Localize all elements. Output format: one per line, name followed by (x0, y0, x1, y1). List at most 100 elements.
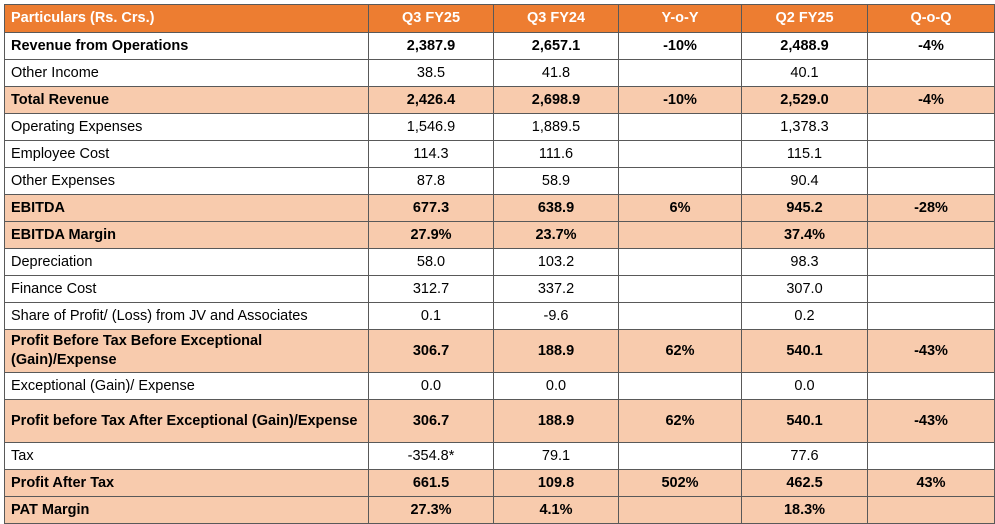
table-row: Operating Expenses 1,546.9 1,889.5 1,378… (4, 113, 995, 141)
cell-q3fy24: 1,889.5 (493, 113, 619, 141)
table-row: Profit before Tax After Exceptional (Gai… (4, 399, 995, 443)
cell-q3fy25: 0.0 (368, 372, 494, 400)
cell-yoy: 62% (618, 329, 742, 373)
cell-q3fy24: 103.2 (493, 248, 619, 276)
header-q3fy24: Q3 FY24 (493, 4, 619, 33)
table-row: Other Income 38.5 41.8 40.1 (4, 59, 995, 87)
table-row: Finance Cost 312.7 337.2 307.0 (4, 275, 995, 303)
cell-yoy (618, 167, 742, 195)
row-label: Operating Expenses (4, 113, 369, 141)
row-label: Finance Cost (4, 275, 369, 303)
cell-yoy (618, 140, 742, 168)
row-label: Tax (4, 442, 369, 470)
cell-q3fy24: 4.1% (493, 496, 619, 524)
cell-q3fy25: 58.0 (368, 248, 494, 276)
cell-q3fy25: 661.5 (368, 469, 494, 497)
cell-yoy: 502% (618, 469, 742, 497)
row-label: Employee Cost (4, 140, 369, 168)
table-row: Profit Before Tax Before Exceptional (Ga… (4, 329, 995, 373)
cell-q3fy24: 23.7% (493, 221, 619, 249)
row-label: Other Expenses (4, 167, 369, 195)
cell-q2fy25: 2,529.0 (741, 86, 868, 114)
row-label: Total Revenue (4, 86, 369, 114)
cell-q2fy25: 40.1 (741, 59, 868, 87)
table-row: Employee Cost 114.3 111.6 115.1 (4, 140, 995, 168)
cell-qoq (867, 113, 995, 141)
cell-yoy (618, 113, 742, 141)
cell-yoy: -10% (618, 86, 742, 114)
cell-yoy (618, 372, 742, 400)
header-row: Particulars (Rs. Crs.) Q3 FY25 Q3 FY24 Y… (4, 4, 995, 33)
row-label: Share of Profit/ (Loss) from JV and Asso… (4, 302, 369, 330)
cell-q3fy25: 306.7 (368, 329, 494, 373)
cell-yoy (618, 221, 742, 249)
header-q3fy25: Q3 FY25 (368, 4, 494, 33)
cell-q3fy25: 27.9% (368, 221, 494, 249)
cell-q3fy25: 27.3% (368, 496, 494, 524)
cell-q3fy24: 58.9 (493, 167, 619, 195)
cell-q3fy25: 677.3 (368, 194, 494, 222)
cell-qoq (867, 248, 995, 276)
header-q2fy25: Q2 FY25 (741, 4, 868, 33)
cell-q2fy25: 0.0 (741, 372, 868, 400)
table-row: PAT Margin 27.3% 4.1% 18.3% (4, 496, 995, 524)
cell-yoy (618, 302, 742, 330)
cell-q3fy24: 109.8 (493, 469, 619, 497)
cell-q3fy24: 2,657.1 (493, 32, 619, 60)
row-label: Depreciation (4, 248, 369, 276)
cell-q3fy24: 188.9 (493, 399, 619, 443)
cell-qoq (867, 372, 995, 400)
row-label: Other Income (4, 59, 369, 87)
cell-q3fy24: -9.6 (493, 302, 619, 330)
table-row: Tax -354.8* 79.1 77.6 (4, 442, 995, 470)
row-label: PAT Margin (4, 496, 369, 524)
cell-qoq: -43% (867, 329, 995, 373)
table-row: Other Expenses 87.8 58.9 90.4 (4, 167, 995, 195)
cell-q2fy25: 540.1 (741, 329, 868, 373)
cell-yoy: 6% (618, 194, 742, 222)
cell-q3fy25: -354.8* (368, 442, 494, 470)
row-label: Exceptional (Gain)/ Expense (4, 372, 369, 400)
cell-q3fy25: 306.7 (368, 399, 494, 443)
cell-q2fy25: 18.3% (741, 496, 868, 524)
cell-qoq: -4% (867, 32, 995, 60)
cell-yoy (618, 59, 742, 87)
cell-q2fy25: 98.3 (741, 248, 868, 276)
cell-yoy (618, 275, 742, 303)
row-label: Revenue from Operations (4, 32, 369, 60)
cell-yoy: -10% (618, 32, 742, 60)
cell-q3fy25: 114.3 (368, 140, 494, 168)
cell-q3fy24: 638.9 (493, 194, 619, 222)
cell-qoq (867, 59, 995, 87)
cell-qoq: 43% (867, 469, 995, 497)
cell-q3fy25: 2,426.4 (368, 86, 494, 114)
cell-qoq (867, 275, 995, 303)
cell-q2fy25: 540.1 (741, 399, 868, 443)
cell-qoq (867, 302, 995, 330)
cell-q3fy24: 0.0 (493, 372, 619, 400)
cell-yoy: 62% (618, 399, 742, 443)
cell-q3fy25: 0.1 (368, 302, 494, 330)
row-label: Profit After Tax (4, 469, 369, 497)
cell-qoq: -43% (867, 399, 995, 443)
cell-q3fy24: 188.9 (493, 329, 619, 373)
cell-qoq: -28% (867, 194, 995, 222)
cell-qoq: -4% (867, 86, 995, 114)
header-particulars: Particulars (Rs. Crs.) (4, 4, 369, 33)
cell-qoq (867, 221, 995, 249)
cell-qoq (867, 496, 995, 524)
table-row: Share of Profit/ (Loss) from JV and Asso… (4, 302, 995, 330)
table-row: Depreciation 58.0 103.2 98.3 (4, 248, 995, 276)
header-qoq: Q-o-Q (867, 4, 995, 33)
cell-qoq (867, 140, 995, 168)
financial-results-table: Particulars (Rs. Crs.) Q3 FY25 Q3 FY24 Y… (4, 4, 995, 524)
row-label: EBITDA Margin (4, 221, 369, 249)
row-label: EBITDA (4, 194, 369, 222)
cell-q3fy24: 337.2 (493, 275, 619, 303)
cell-q3fy25: 312.7 (368, 275, 494, 303)
cell-qoq (867, 442, 995, 470)
cell-q3fy25: 38.5 (368, 59, 494, 87)
cell-q2fy25: 1,378.3 (741, 113, 868, 141)
cell-q3fy25: 1,546.9 (368, 113, 494, 141)
cell-q2fy25: 945.2 (741, 194, 868, 222)
